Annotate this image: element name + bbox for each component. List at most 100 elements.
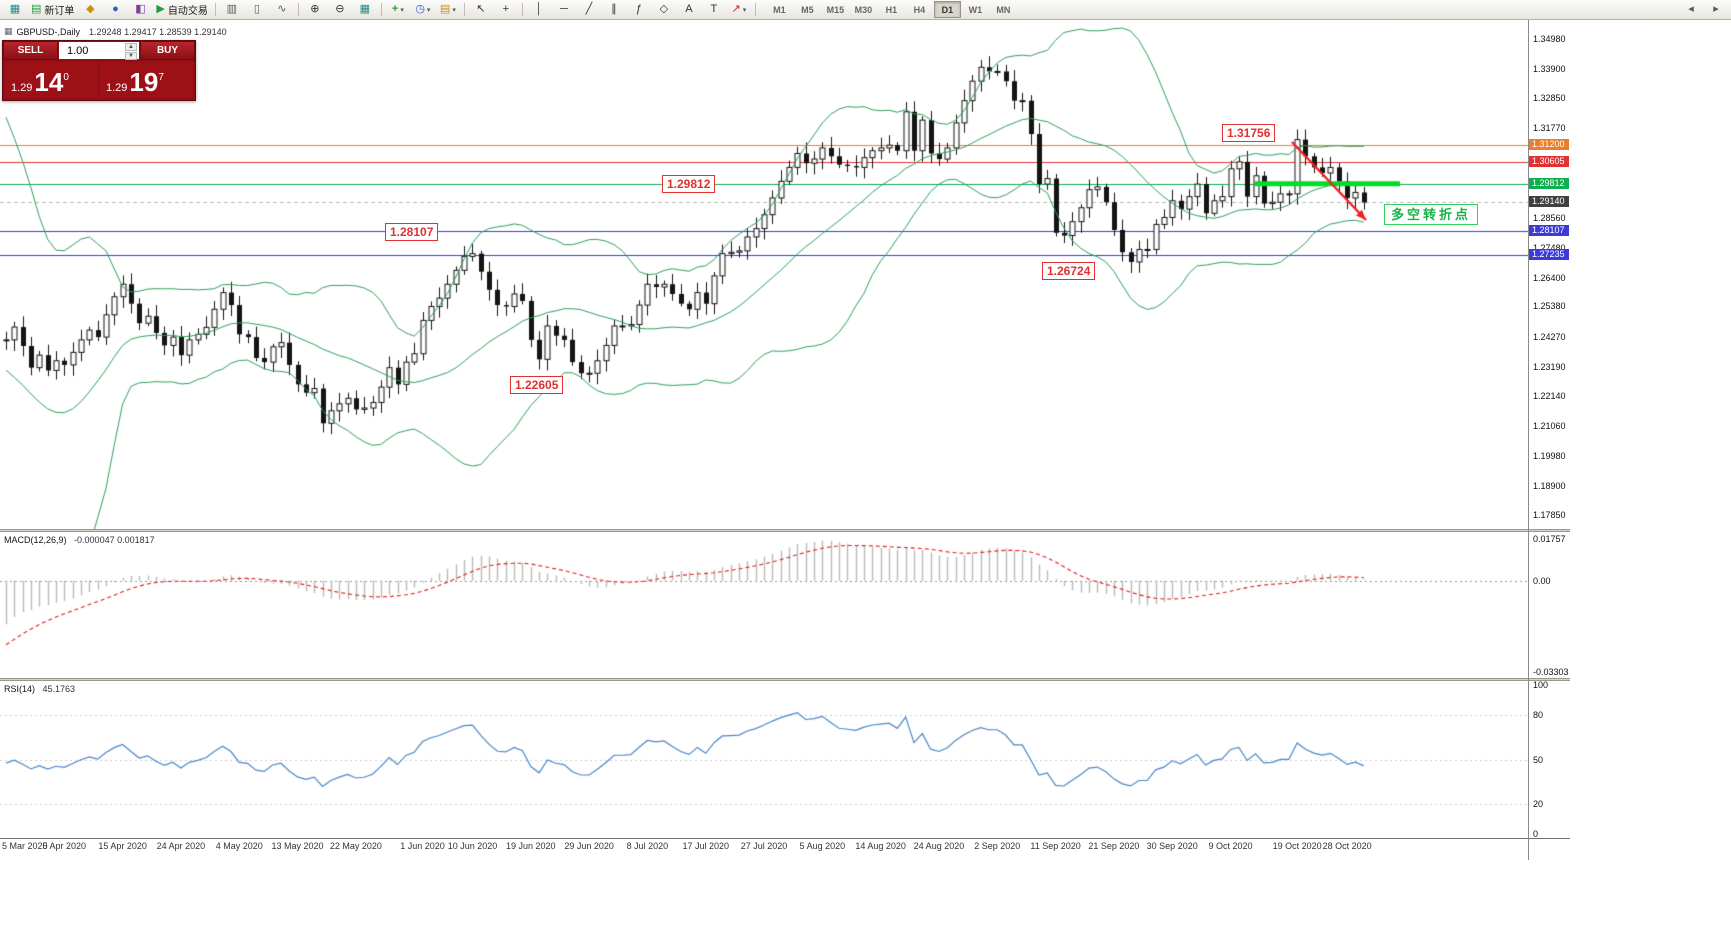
text-tool-button[interactable]: A <box>677 0 701 19</box>
bid-big-figure: 14 <box>34 67 64 97</box>
zoom-in-button[interactable]: ⊕ <box>303 0 327 19</box>
note-annotation: 多空转折点 <box>1384 204 1479 225</box>
timeframe-m15-button[interactable]: M15 <box>826 4 845 15</box>
chevron-down-icon: ▾ <box>452 6 456 14</box>
vertical-line-tool-button[interactable]: │ <box>527 0 551 19</box>
toolbar-overflow-right-button[interactable]: ▸ <box>1704 0 1728 19</box>
bid-price-display[interactable]: 1.29 14 0 <box>5 62 98 98</box>
zoom-in-icon: ⊕ <box>310 3 320 15</box>
macd-title: MACD(12,26,9) -0.000047 0.001817 <box>4 535 155 545</box>
date-tick: 24 Aug 2020 <box>913 841 965 851</box>
shapes-tool-button[interactable]: ◇ <box>652 0 676 19</box>
horizontal-line-tool-button[interactable]: ─ <box>552 0 576 19</box>
template-button[interactable]: ▤ ▾ <box>436 0 460 19</box>
bid-pipette: 0 <box>63 72 69 83</box>
price-scale-axis[interactable] <box>1528 20 1529 860</box>
tile-windows-button[interactable]: ▦ <box>353 0 377 19</box>
price-scale-tick: 1.32850 <box>1533 93 1566 104</box>
terminal-button[interactable]: ◆ <box>78 0 102 19</box>
toolbar-separator <box>380 3 382 16</box>
volume-input[interactable] <box>59 43 127 58</box>
timeframe-d1-button[interactable]: D1 <box>933 1 961 18</box>
terminal-icon: ◆ <box>86 3 95 15</box>
trendline-tool-button[interactable]: ╱ <box>577 0 601 19</box>
ask-prefix: 1.29 <box>106 82 128 94</box>
toolbar-separator <box>521 3 523 16</box>
rsi-scale-tick: 50 <box>1533 754 1544 765</box>
timeframe-mn-button[interactable]: MN <box>996 4 1011 15</box>
bar-chart-button[interactable]: ▥ <box>220 0 244 19</box>
volume-stepper: ▲ ▼ <box>125 43 137 60</box>
label-tool-button[interactable]: T <box>702 0 726 19</box>
toolbar-overflow-left-button[interactable]: ◂ <box>1679 0 1703 19</box>
timeframe-m5-button[interactable]: M5 <box>801 4 814 15</box>
ask-price-display[interactable]: 1.29 19 7 <box>100 62 193 98</box>
autotrade-button[interactable]: ▶ 自动交易 <box>153 0 210 19</box>
volume-down-icon[interactable]: ▼ <box>125 52 137 60</box>
metaeditor-button[interactable]: ◧ <box>128 0 152 19</box>
price-line-label: 1.29812 <box>1529 177 1569 189</box>
price-scale-tick: 1.19980 <box>1533 451 1566 462</box>
chart-symbol-period: GBPUSD-,Daily <box>16 26 81 37</box>
timeframe-h1-button[interactable]: H1 <box>885 4 898 15</box>
macd-indicator-values: -0.000047 0.001817 <box>74 535 155 545</box>
one-click-trading-widget: SELL ▲ ▼ BUY 1.29 14 0 1.29 19 7 <box>2 40 196 101</box>
periods-button[interactable]: ◷ ▾ <box>411 0 435 19</box>
navigator-button[interactable]: ● <box>103 0 127 19</box>
chart-title-icon: ▦ <box>4 26 13 36</box>
crosshair-tool-button[interactable]: + <box>494 0 518 19</box>
chart-window-icon: ▦ <box>9 3 21 15</box>
rsi-indicator-name: RSI(14) <box>4 684 36 694</box>
timeframe-m1-button[interactable]: M1 <box>773 4 786 15</box>
shapes-icon: ◇ <box>659 3 669 15</box>
new-order-button[interactable]: ▤ 新订单 <box>28 0 77 19</box>
line-chart-icon: ∿ <box>277 3 287 15</box>
date-tick: 22 May 2020 <box>329 841 382 851</box>
price-scale-tick: 1.25380 <box>1533 301 1566 312</box>
timeframe-m30-button[interactable]: M30 <box>854 4 873 15</box>
rsi-indicator-canvas[interactable] <box>0 681 1528 838</box>
macd-indicator-canvas[interactable] <box>0 532 1528 678</box>
chevron-down-icon: ▾ <box>426 6 431 14</box>
candlestick-chart-icon: ▯ <box>253 3 260 15</box>
panel-splitter[interactable] <box>0 529 1570 532</box>
bid-prefix: 1.29 <box>11 82 33 94</box>
fibonacci-tool-button[interactable]: ƒ <box>627 0 651 19</box>
macd-scale-tick: 0.01757 <box>1533 534 1566 544</box>
price-annotation: 1.28107 <box>385 223 439 241</box>
price-scale-tick: 1.17850 <box>1533 510 1566 521</box>
chart-window[interactable]: ▦ GBPUSD-,Daily 1.29248 1.29417 1.28539 … <box>0 20 1570 860</box>
time-axis[interactable] <box>0 838 1570 860</box>
candlestick-chart-button[interactable]: ▯ <box>245 0 269 19</box>
timeframe-w1-button[interactable]: W1 <box>968 4 983 15</box>
sell-button[interactable]: SELL <box>3 41 58 60</box>
zoom-out-button[interactable]: ⊖ <box>328 0 352 19</box>
arrows-tool-icon: ↗ <box>731 3 741 15</box>
date-tick: 28 Oct 2020 <box>1322 841 1372 851</box>
navigator-icon: ● <box>112 3 119 15</box>
cursor-tool-button[interactable]: ↖ <box>469 0 493 19</box>
label-tool-icon: T <box>710 3 718 15</box>
overflow-right-icon: ▸ <box>1713 3 1719 15</box>
arrows-tool-button[interactable]: ↗ ▾ <box>727 0 751 19</box>
price-scale-tick: 1.18900 <box>1533 481 1566 492</box>
date-tick: 14 Aug 2020 <box>855 841 906 851</box>
channel-tool-button[interactable]: ∥ <box>602 0 626 19</box>
indicators-button[interactable]: + ▾ <box>386 0 410 19</box>
toolbar-separator <box>754 3 756 16</box>
chart-window-button[interactable]: ▦ <box>3 0 27 19</box>
toolbar-separator <box>463 3 465 16</box>
volume-up-icon[interactable]: ▲ <box>125 43 137 51</box>
timeframe-h4-button[interactable]: H4 <box>913 4 926 15</box>
date-tick: 29 Jun 2020 <box>564 841 614 851</box>
overflow-left-icon: ◂ <box>1688 3 1694 15</box>
price-scale-tick: 1.33900 <box>1533 64 1566 75</box>
date-tick: 10 Jun 2020 <box>447 841 498 851</box>
rsi-scale-tick: 0 <box>1533 829 1539 839</box>
panel-splitter[interactable] <box>0 678 1570 681</box>
bar-chart-icon: ▥ <box>226 3 238 15</box>
line-chart-button[interactable]: ∿ <box>270 0 294 19</box>
toolbar: ▦ ▤ 新订单 ◆ ● ◧ ▶ 自动交易 ▥ ▯ ∿ ⊕ ⊖ ▦ + ▾ ◷ ▾ ▤… <box>0 0 1731 20</box>
price-chart-canvas[interactable] <box>0 20 1528 529</box>
buy-button[interactable]: BUY <box>140 41 195 60</box>
